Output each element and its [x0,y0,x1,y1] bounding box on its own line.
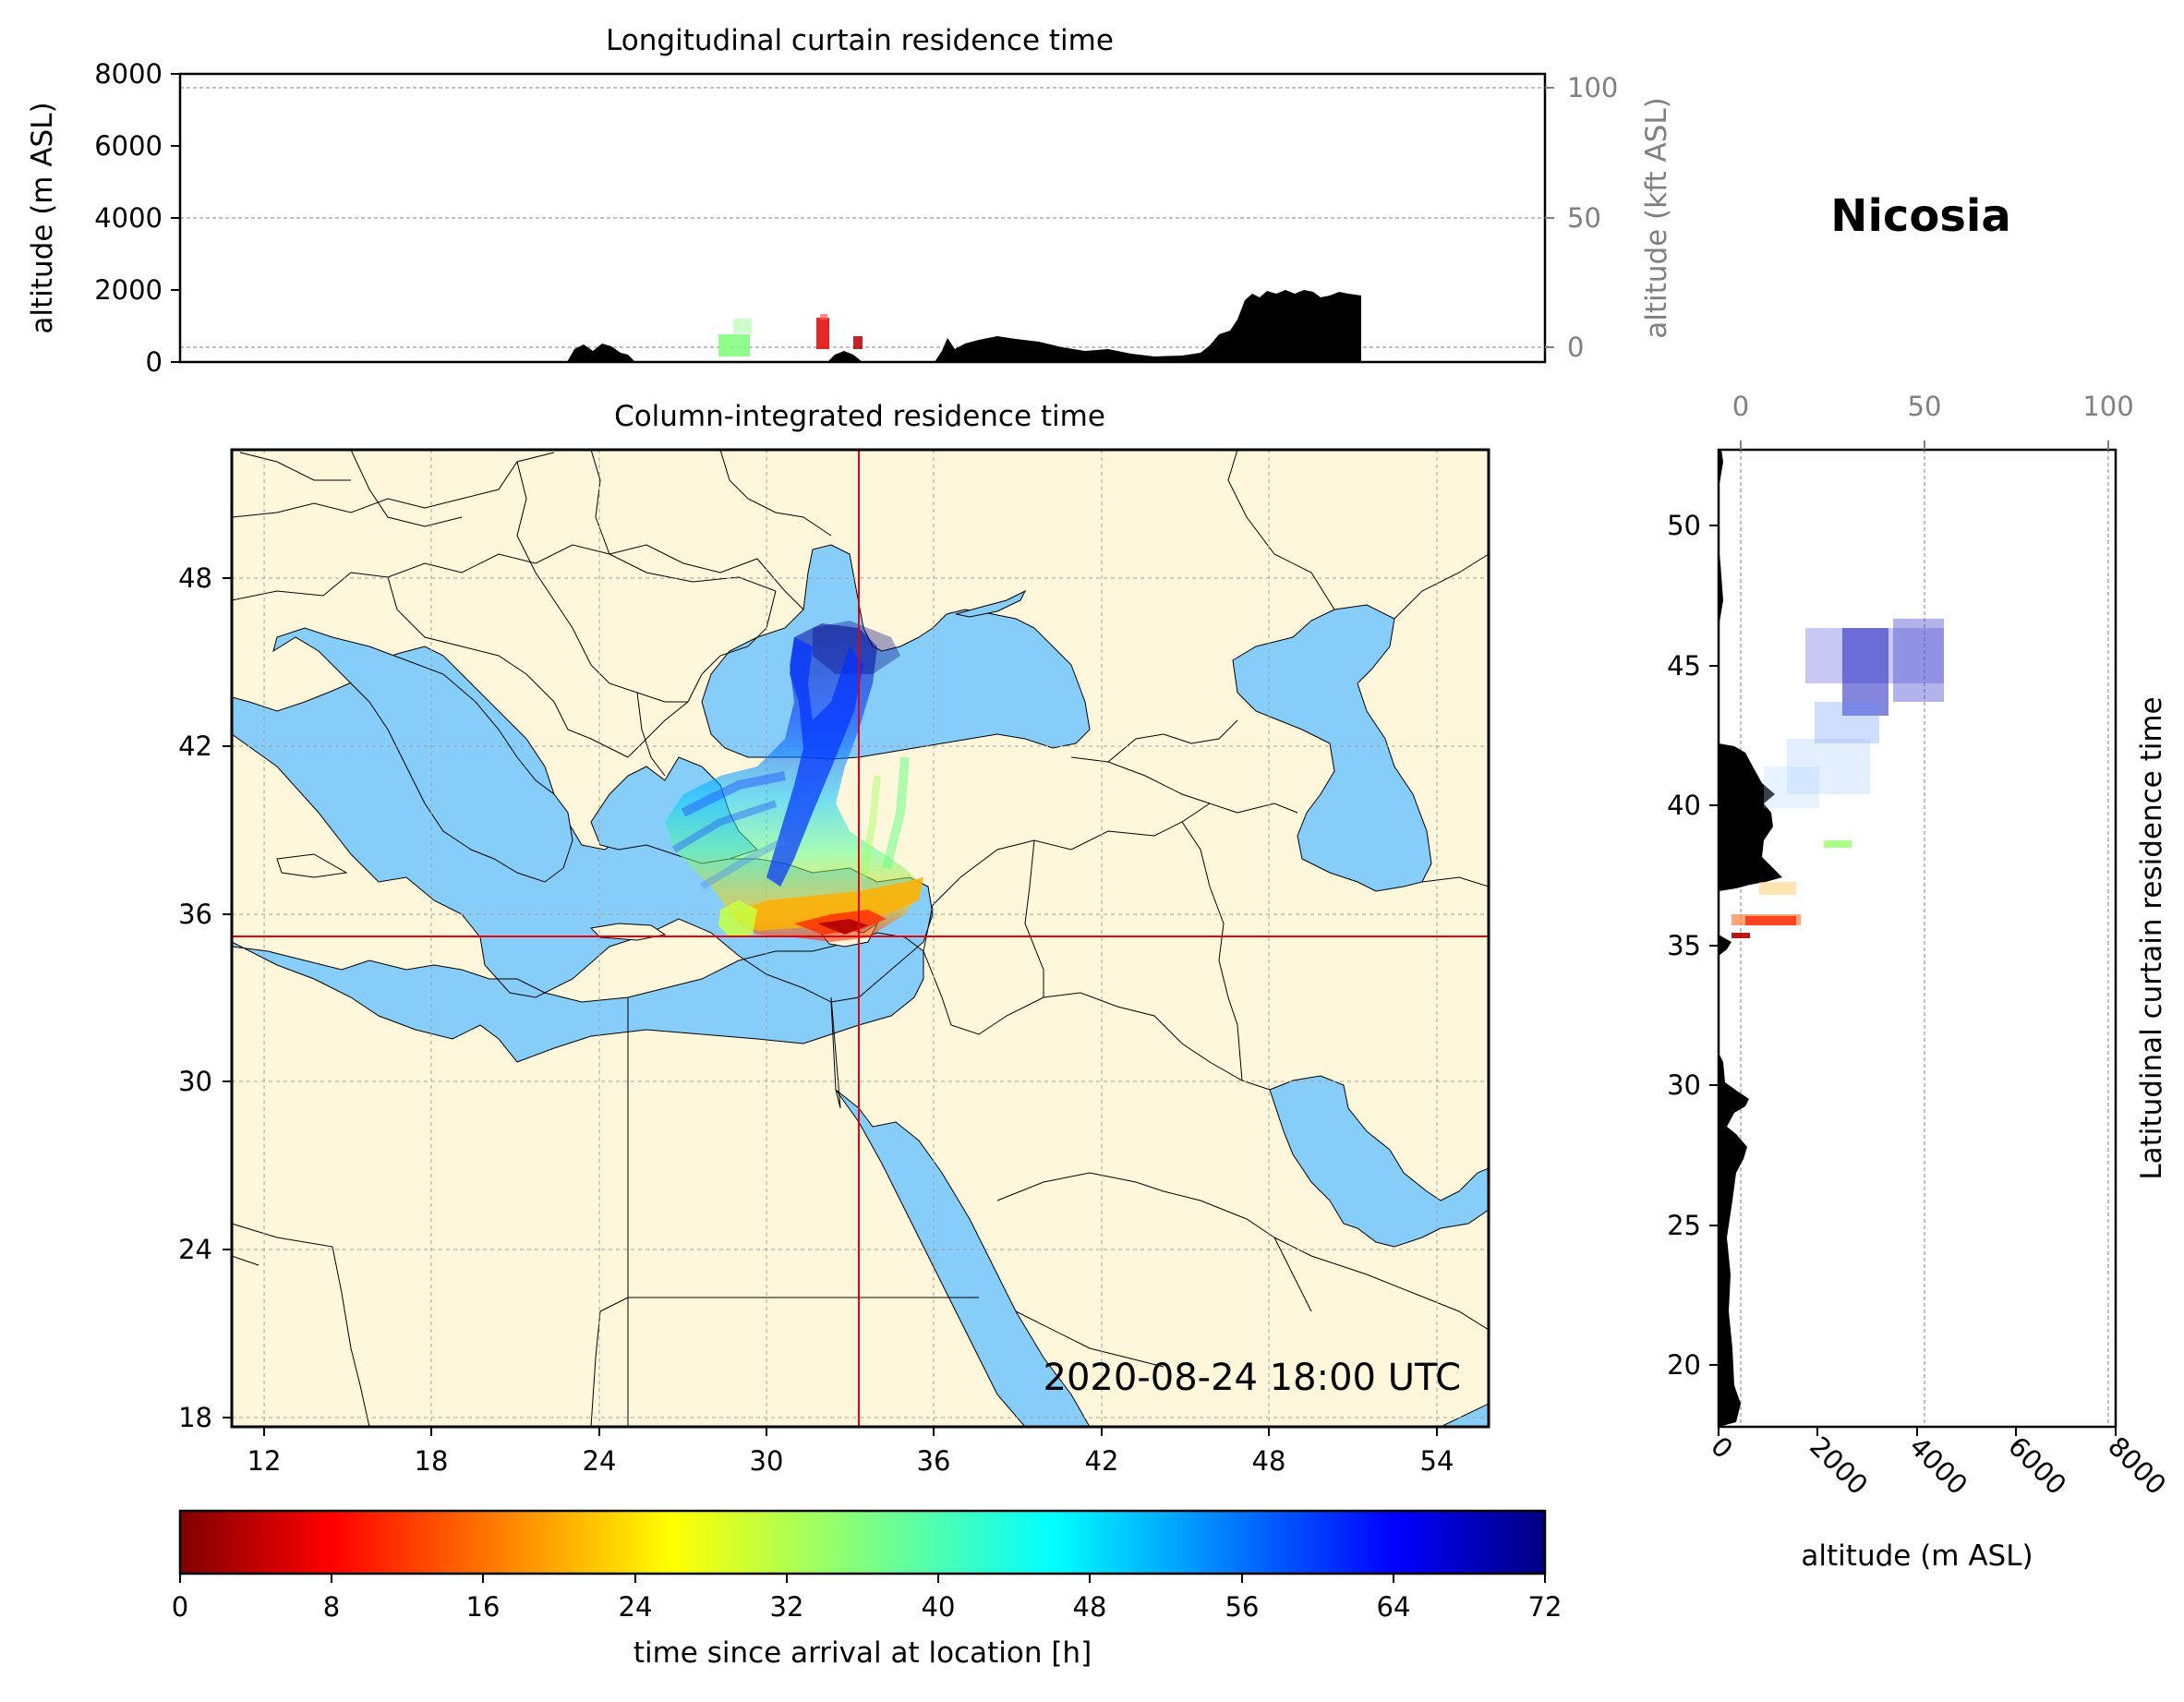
map-lon-axis: 12 18 24 30 36 42 48 54 [247,1427,1454,1477]
colorbar-tick: 40 [922,1591,956,1623]
map-panel: Column-integrated residence time [178,400,1490,1477]
side-top-tick: 50 [1908,391,1942,422]
map-panel-title: Column-integrated residence time [614,400,1105,433]
side-lat-tick: 30 [1667,1069,1701,1101]
colorbar-tick: 48 [1073,1591,1107,1623]
map-lat-tick: 24 [178,1234,212,1265]
side-bottom-tick: 2000 [1804,1430,1874,1501]
colorbar-tick: 64 [1377,1591,1411,1623]
side-bottom-tick: 4000 [1903,1430,1973,1501]
side-lat-axis: 20 25 30 35 40 45 50 [1667,510,1719,1381]
map-lon-tick: 48 [1252,1445,1286,1477]
side-lat-tick: 45 [1667,650,1701,682]
top-residence-green [718,334,750,356]
side-ylabel: Latitudinal curtain residence time [2135,696,2168,1179]
colorbar-tick: 8 [323,1591,340,1623]
top-left-tick: 4000 [94,202,163,234]
station-name: Nicosia [1830,190,2010,242]
map-lon-tick: 24 [583,1445,617,1477]
map-lon-tick: 54 [1420,1445,1454,1477]
side-lat-tick: 50 [1667,510,1701,541]
colorbar-tick: 16 [466,1591,501,1623]
side-lat-tick: 40 [1667,790,1701,821]
persian-gulf [1269,1075,1489,1248]
colorbar-gradient [178,1509,1547,1575]
side-lat-tick: 35 [1667,930,1701,961]
map-lon-tick: 36 [917,1445,951,1477]
side-xlabel: altitude (m ASL) [1801,1539,2033,1573]
country-borders [232,450,1489,1427]
side-bottom-tick: 8000 [2102,1430,2172,1501]
side-top-axis: 0 50 100 [1732,391,2134,450]
map-lon-tick: 30 [750,1445,784,1477]
side-bottom-tick: 6000 [2002,1430,2072,1501]
top-left-tick: 0 [146,346,163,378]
side-terrain-profile [1719,450,1782,1427]
colorbar-label: time since arrival at location [h] [633,1636,1092,1670]
map-lat-tick: 42 [178,730,212,762]
top-curtain-panel: Longitudinal curtain residence time 0 20… [26,24,1673,378]
red-sea [835,1089,1091,1427]
colorbar: 0 8 16 24 32 40 48 56 64 72 time since a… [172,1509,1563,1670]
side-bottom-axis: 0 2000 4000 6000 8000 [1705,1427,2172,1501]
map-lon-tick: 18 [415,1445,449,1477]
top-left-axis-label: altitude (m ASL) [26,102,59,333]
caspian-sea [1232,604,1432,892]
side-bottom-tick: 0 [1705,1430,1739,1465]
map-lat-axis: 18 24 30 36 42 48 [178,562,232,1433]
side-lat-tick: 25 [1667,1210,1701,1241]
colorbar-tick: 0 [172,1591,188,1623]
side-curtain-panel: 20 25 30 35 40 45 50 0 50 100 0 2000 400… [1667,391,2172,1573]
map-lon-tick: 42 [1085,1445,1119,1477]
colorbar-tick: 72 [1528,1591,1563,1623]
top-right-axis-label: altitude (kft ASL) [1640,97,1673,338]
top-left-tick: 2000 [94,274,163,306]
side-top-tick: 100 [2082,391,2133,422]
top-right-tick: 0 [1567,332,1584,363]
colorbar-tick: 24 [619,1591,653,1623]
map-lat-tick: 36 [178,899,212,930]
top-left-tick: 8000 [94,58,163,90]
top-residence-red [816,318,829,349]
top-left-axis: 0 2000 4000 6000 8000 [94,58,180,378]
colorbar-tick: 56 [1225,1591,1260,1623]
map-lat-tick: 18 [178,1402,212,1433]
colorbar-tick: 32 [770,1591,804,1623]
top-panel-title: Longitudinal curtain residence time [606,24,1114,57]
map-lat-tick: 30 [178,1066,212,1097]
top-right-tick: 100 [1567,72,1618,103]
map-lon-tick: 12 [247,1445,282,1477]
top-left-tick: 6000 [94,130,163,162]
top-right-tick: 50 [1567,202,1601,234]
top-terrain-profile [567,290,1361,362]
side-residence-blobs [1732,619,1944,938]
side-lat-tick: 20 [1667,1349,1701,1381]
side-top-tick: 0 [1732,391,1749,422]
top-right-axis: 0 50 100 [1545,72,1618,363]
map-lat-tick: 48 [178,562,212,594]
map-timestamp: 2020-08-24 18:00 UTC [1044,1357,1461,1399]
